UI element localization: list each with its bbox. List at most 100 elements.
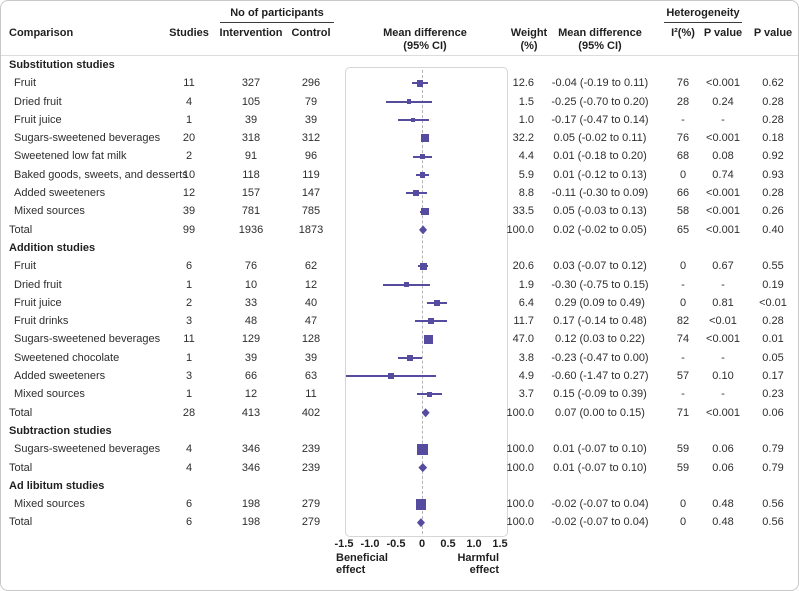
plot-cell (345, 129, 506, 147)
cell-p-heterogeneity: 0.08 (712, 150, 734, 163)
header-divider (1, 55, 798, 56)
plot-cell (345, 330, 506, 348)
cell-i2: 66 (676, 187, 690, 200)
cell-p-value: 0.26 (762, 205, 784, 218)
point-estimate-marker (419, 153, 426, 160)
col-group-heterogeneity: Heterogeneity (666, 7, 740, 19)
cell-p-value: 0.56 (762, 498, 784, 511)
cell-p-heterogeneity: <0.001 (706, 333, 740, 346)
cell-intervention: 105 (241, 95, 261, 108)
cell-i2: 59 (676, 461, 690, 474)
cell-control: 62 (304, 260, 318, 273)
cell-weight: 47.0 (512, 333, 534, 346)
row-label: Fruit (14, 260, 36, 273)
rows: Substitution studies Fruit 11 327 296 12.6 -0.… (1, 56, 798, 532)
plot-cell (345, 184, 506, 202)
cell-weight: 11.7 (513, 315, 534, 328)
cell-weight: 20.6 (512, 260, 534, 273)
study-row: Mixed sources 1 12 11 3.7 0.15 (-0.09 to 0.39… (1, 385, 798, 403)
summary-diamond-marker (419, 225, 428, 235)
cell-mean-difference: -0.30 (-0.75 to 0.15) (551, 278, 649, 291)
row-label: Sweetened chocolate (14, 351, 120, 364)
cell-p-heterogeneity: <0.001 (706, 77, 740, 90)
cell-p-value: 0.56 (762, 516, 784, 529)
cell-weight: 100.0 (506, 223, 534, 236)
cell-intervention: 76 (244, 260, 258, 273)
harmful-line2: effect (469, 564, 499, 576)
section-label: Addition studies (9, 241, 96, 254)
cell-weight: 4.9 (518, 370, 534, 383)
cell-i2: 76 (676, 77, 690, 90)
point-estimate-marker (419, 172, 426, 178)
cell-i2: 58 (676, 205, 690, 218)
plot-cell (345, 294, 506, 312)
cell-mean-difference: 0.29 (0.09 to 0.49) (555, 296, 645, 309)
cell-p-value: 0.92 (762, 150, 784, 163)
cell-p-heterogeneity: <0.001 (706, 187, 740, 200)
cell-weight: 12.6 (512, 77, 534, 90)
cell-p-value: 0.23 (762, 388, 784, 401)
cell-studies: 39 (182, 205, 196, 218)
cell-intervention: 10 (244, 278, 258, 291)
col-header-md-line1: Mean difference (558, 27, 642, 39)
row-label: Fruit drinks (14, 315, 69, 328)
plot-cell (345, 404, 506, 422)
total-row: Total 28 413 402 100.0 0.07 (0.00 to 0.15) 71 <… (1, 404, 798, 422)
cell-mean-difference: 0.01 (-0.07 to 0.10) (553, 461, 647, 474)
cell-studies: 20 (182, 132, 196, 145)
cell-mean-difference: -0.23 (-0.47 to 0.00) (551, 351, 649, 364)
cell-p-value: 0.62 (762, 77, 784, 90)
col-header-weight-line2: (%) (520, 40, 538, 52)
col-header-p-value: P value (753, 27, 793, 39)
cell-p-value: 0.28 (762, 187, 784, 200)
point-estimate-marker (388, 373, 394, 379)
cell-control: 296 (301, 77, 321, 90)
cell-i2: - (681, 278, 685, 291)
cell-weight: 4.4 (518, 150, 534, 163)
cell-p-heterogeneity: 0.74 (712, 168, 734, 181)
cell-intervention: 118 (242, 168, 260, 181)
cell-p-value: 0.93 (762, 168, 784, 181)
cell-i2: 28 (676, 95, 690, 108)
cell-mean-difference: 0.17 (-0.14 to 0.48) (553, 315, 647, 328)
section-label: Subtraction studies (9, 424, 112, 437)
plot-cell (345, 459, 506, 477)
study-row: Fruit 11 327 296 12.6 -0.04 (-0.19 to 0.11) 76… (1, 74, 798, 92)
plot-cell (345, 74, 506, 92)
study-row: Baked goods, sweets, and desserts 10 118 11… (1, 166, 798, 184)
plot-title-line2: (95% CI) (403, 40, 447, 52)
cell-studies: 2 (185, 296, 193, 309)
row-label: Sweetened low fat milk (14, 150, 127, 163)
cell-studies: 4 (185, 95, 193, 108)
row-label: Total (9, 461, 33, 474)
cell-p-heterogeneity: 0.48 (712, 498, 734, 511)
cell-i2: - (681, 388, 685, 401)
plot-cell (345, 385, 506, 403)
cell-i2: 82 (676, 315, 690, 328)
cell-p-heterogeneity: <0.01 (709, 315, 737, 328)
study-row: Sweetened low fat milk 2 91 96 4.4 0.01 (-0.1… (1, 147, 798, 165)
participants-underline (220, 22, 334, 23)
row-label: Total (9, 223, 33, 236)
cell-weight: 32.2 (512, 132, 534, 145)
cell-studies: 10 (182, 168, 196, 181)
cell-control: 147 (301, 187, 321, 200)
cell-mean-difference: 0.05 (-0.02 to 0.11) (553, 132, 647, 145)
row-label: Fruit juice (14, 113, 62, 126)
cell-intervention: 39 (244, 113, 258, 126)
cell-i2: 65 (676, 223, 690, 236)
study-row: Fruit drinks 3 48 47 11.7 0.17 (-0.14 to 0.48… (1, 312, 798, 330)
cell-control: 39 (304, 113, 318, 126)
cell-intervention: 91 (244, 150, 258, 163)
cell-weight: 100.0 (506, 443, 534, 456)
summary-diamond-marker (421, 408, 430, 418)
section-label: Ad libitum studies (9, 479, 105, 492)
cell-i2: 74 (676, 333, 690, 346)
cell-p-heterogeneity: 0.10 (712, 370, 734, 383)
plot-cell (345, 513, 506, 531)
cell-weight: 1.9 (518, 278, 534, 291)
cell-p-heterogeneity: - (721, 388, 725, 401)
cell-control: 279 (301, 498, 321, 511)
section-label: Substitution studies (9, 59, 115, 71)
